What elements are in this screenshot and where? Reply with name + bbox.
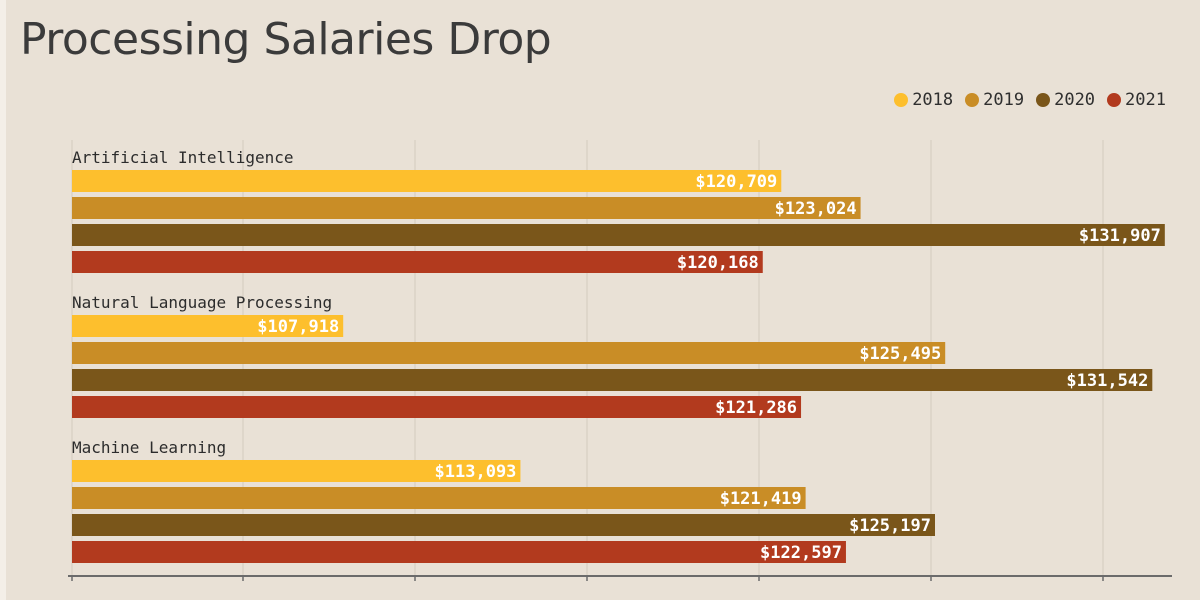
bar-2021 xyxy=(72,541,846,563)
bar-value-label: $125,495 xyxy=(859,344,941,364)
bar-value-label: $121,419 xyxy=(720,489,802,509)
legend-swatch xyxy=(1036,93,1051,107)
legend-label: 2018 xyxy=(912,90,954,110)
legend-item-2020: 2020 xyxy=(1036,90,1095,110)
legend-swatch xyxy=(965,93,980,107)
legend-label: 2020 xyxy=(1054,90,1096,110)
bar-2020 xyxy=(72,369,1153,391)
bar-value-label: $122,597 xyxy=(760,543,842,563)
category-label: Machine Learning xyxy=(72,438,226,457)
bar-value-label: $120,709 xyxy=(695,172,777,192)
bar-value-label: $120,168 xyxy=(677,253,759,273)
legend-swatch xyxy=(1107,93,1122,107)
legend-item-2018: 2018 xyxy=(894,90,953,110)
category-label: Natural Language Processing xyxy=(72,293,332,312)
bar-value-label: $131,542 xyxy=(1066,371,1148,391)
bar-2021 xyxy=(72,396,802,418)
legend-label: 2021 xyxy=(1125,90,1166,110)
bar-value-label: $125,197 xyxy=(849,516,931,536)
bar-2019 xyxy=(72,487,806,509)
bar-value-label: $107,918 xyxy=(257,317,339,337)
category-label: Artificial Intelligence xyxy=(72,148,294,167)
bar-2019 xyxy=(72,342,946,364)
bar-2018 xyxy=(72,170,782,192)
chart-title: Processing Salaries Drop xyxy=(20,0,552,68)
bar-2020 xyxy=(72,224,1165,246)
bar-2019 xyxy=(72,197,861,219)
legend-item-2019: 2019 xyxy=(965,90,1024,110)
legend-swatch xyxy=(894,93,909,107)
bar-value-label: $113,093 xyxy=(435,462,517,482)
bar-2018 xyxy=(72,315,344,337)
bar-2020 xyxy=(72,514,935,536)
bar-2021 xyxy=(72,251,763,273)
bar-value-label: $131,907 xyxy=(1079,226,1161,246)
bar-2018 xyxy=(72,460,521,482)
bar-value-label: $121,286 xyxy=(715,398,797,418)
page-edge xyxy=(0,0,6,600)
legend-label: 2019 xyxy=(983,90,1025,110)
chart-title-line: Processing Salaries Drop xyxy=(20,14,552,65)
bar-value-label: $123,024 xyxy=(775,199,857,219)
chart-legend: 2018 2019 2020 2021 xyxy=(894,90,1166,110)
legend-item-2021: 2021 xyxy=(1107,90,1166,110)
